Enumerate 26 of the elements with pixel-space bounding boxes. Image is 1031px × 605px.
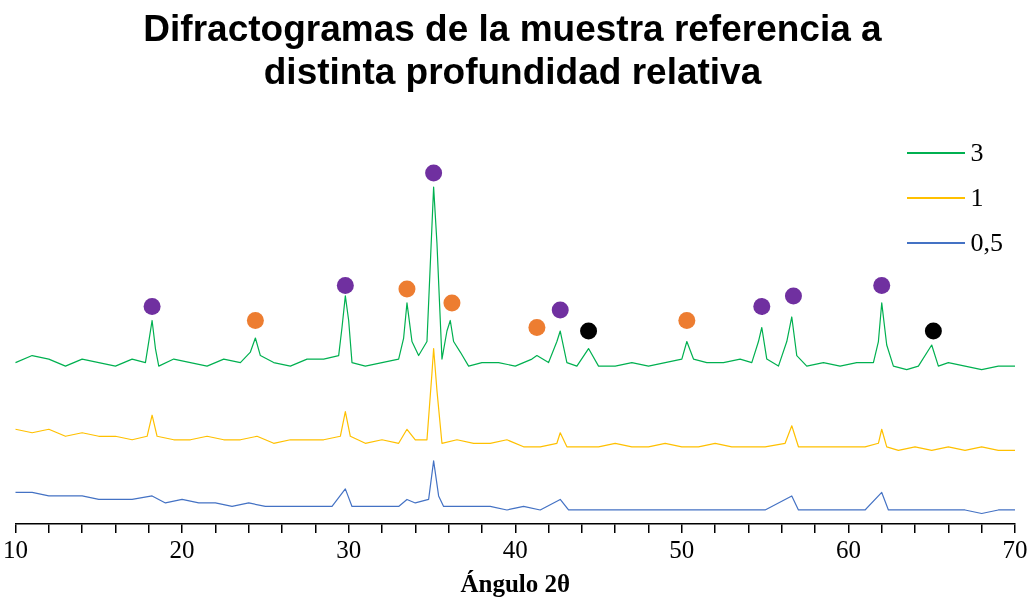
x-tick-label: 60 (835, 535, 861, 563)
point (398, 280, 416, 298)
x-tick-label: 30 (336, 535, 362, 563)
point (873, 276, 891, 294)
chart-title: Difractogramas de la muestra referencia a distinta profundidad relativa (143, 8, 883, 93)
x-tick-label: 50 (669, 535, 695, 563)
point (924, 322, 942, 340)
x-tick-label: 10 (3, 535, 28, 563)
point (143, 297, 161, 315)
point (753, 297, 771, 315)
point (425, 164, 443, 182)
point (784, 287, 802, 305)
point (246, 311, 264, 329)
x-axis-title: Ángulo 2θ (460, 570, 571, 598)
legend-label: 1 (970, 182, 984, 213)
point (336, 276, 354, 294)
point (528, 319, 546, 336)
point (443, 294, 461, 312)
x-tick-label: 70 (1002, 535, 1028, 563)
x-tick-label: 40 (502, 535, 528, 563)
x-tick-label: 20 (169, 535, 195, 563)
legend-label: 0,5 (970, 227, 1003, 258)
legend-label: 3 (970, 137, 984, 168)
point (580, 322, 598, 340)
point (551, 301, 569, 319)
point (678, 311, 696, 329)
